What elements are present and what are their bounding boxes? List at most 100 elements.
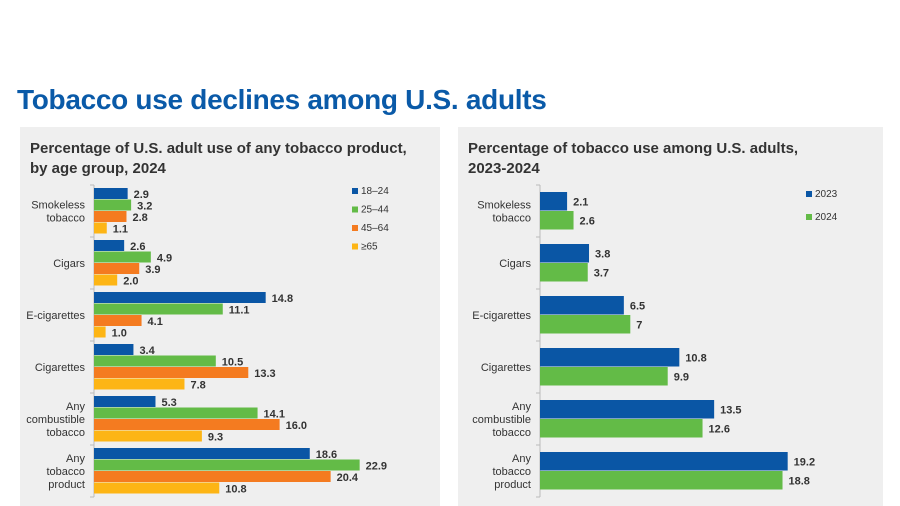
bar-2023 bbox=[540, 348, 680, 367]
bar-18–24 bbox=[94, 240, 125, 251]
data-label: 13.5 bbox=[720, 405, 741, 417]
year-comparison-bar-chart: Smokelesstobacco2.12.6Cigars3.83.7E-ciga… bbox=[472, 184, 838, 498]
bar-18–24 bbox=[94, 396, 156, 407]
bar-2024 bbox=[540, 315, 631, 334]
bar-2023 bbox=[540, 244, 590, 263]
legend-swatch bbox=[352, 206, 358, 213]
bar-2023 bbox=[540, 400, 715, 419]
data-label: 13.3 bbox=[254, 368, 275, 380]
category-label: product bbox=[48, 479, 85, 491]
data-label: 2.8 bbox=[132, 212, 147, 224]
bar-25–44 bbox=[94, 303, 223, 315]
bar-2024 bbox=[540, 471, 783, 490]
legend-swatch bbox=[352, 225, 358, 231]
category-label: tobacco bbox=[492, 466, 531, 478]
legend-label: 45–64 bbox=[361, 223, 389, 234]
data-label: 1.1 bbox=[113, 223, 128, 235]
data-label: 10.8 bbox=[225, 483, 246, 495]
data-label: 20.4 bbox=[337, 472, 359, 484]
category-label: tobacco bbox=[46, 213, 85, 225]
data-label: 12.6 bbox=[709, 424, 730, 436]
data-label: 19.2 bbox=[794, 457, 815, 469]
bar-≥65 bbox=[94, 274, 118, 286]
bar-45–64 bbox=[94, 367, 249, 378]
bar-25–44 bbox=[94, 199, 132, 211]
category-label: tobacco bbox=[46, 466, 85, 478]
category-label: Any bbox=[512, 453, 531, 465]
category-label: Smokeless bbox=[31, 200, 85, 212]
bar-2024 bbox=[540, 419, 703, 438]
category-label: product bbox=[494, 479, 531, 491]
legend-label: 18–24 bbox=[361, 186, 389, 197]
bar-≥65 bbox=[94, 378, 185, 390]
bar-≥65 bbox=[94, 326, 106, 338]
bar-45–64 bbox=[94, 263, 140, 274]
data-label: 2.6 bbox=[580, 216, 595, 228]
data-label: 22.9 bbox=[366, 460, 387, 472]
data-label: 3.8 bbox=[595, 249, 610, 261]
data-label: 18.8 bbox=[789, 476, 810, 488]
data-label: 14.1 bbox=[264, 408, 285, 420]
bar-2023 bbox=[540, 192, 568, 211]
bar-2023 bbox=[540, 296, 624, 315]
year-comparison-chart-panel: Percentage of tobacco use among U.S. adu… bbox=[458, 127, 883, 506]
category-label: tobacco bbox=[46, 427, 85, 439]
bar-≥65 bbox=[94, 430, 202, 442]
data-label: 14.8 bbox=[272, 293, 293, 305]
category-label: Cigarettes bbox=[35, 362, 86, 374]
chart-title-line: by age group, 2024 bbox=[30, 160, 166, 177]
legend-swatch bbox=[806, 214, 812, 220]
data-label: 18.6 bbox=[316, 449, 337, 461]
bar-18–24 bbox=[94, 344, 134, 355]
category-label: combustible bbox=[26, 414, 85, 426]
bar-18–24 bbox=[94, 292, 266, 303]
category-label: Any bbox=[66, 401, 85, 413]
bar-18–24 bbox=[94, 448, 310, 459]
bar-45–64 bbox=[94, 211, 127, 222]
data-label: 5.3 bbox=[161, 397, 176, 409]
data-label: 9.3 bbox=[208, 431, 223, 443]
data-label: 7 bbox=[636, 320, 642, 332]
category-label: Any bbox=[66, 453, 85, 465]
data-label: 2.1 bbox=[573, 197, 588, 209]
data-label: 2.6 bbox=[130, 241, 145, 253]
legend-label: 2023 bbox=[815, 189, 838, 200]
chart-title-line: 2023-2024 bbox=[468, 160, 540, 177]
data-label: 9.9 bbox=[674, 372, 689, 384]
category-label: tobacco bbox=[492, 427, 531, 439]
bar-2024 bbox=[540, 367, 668, 386]
data-label: 4.1 bbox=[148, 316, 163, 328]
category-label: Cigars bbox=[53, 258, 85, 270]
bar-25–44 bbox=[94, 459, 360, 471]
data-label: 10.8 bbox=[685, 353, 706, 365]
data-label: 3.4 bbox=[139, 345, 155, 357]
bar-≥65 bbox=[94, 482, 220, 494]
data-label: 11.1 bbox=[229, 304, 250, 316]
data-label: 2.0 bbox=[123, 275, 138, 287]
data-label: 3.7 bbox=[594, 268, 609, 280]
bar-25–44 bbox=[94, 407, 258, 419]
legend-swatch bbox=[352, 243, 358, 250]
chart-title-line: Percentage of U.S. adult use of any toba… bbox=[30, 140, 407, 157]
category-label: combustible bbox=[472, 414, 531, 426]
category-label: Any bbox=[512, 401, 531, 413]
chart-title-line: Percentage of tobacco use among U.S. adu… bbox=[468, 140, 799, 157]
data-label: 1.0 bbox=[112, 327, 127, 339]
bar-25–44 bbox=[94, 251, 151, 263]
category-label: E-cigarettes bbox=[472, 310, 531, 322]
legend-swatch bbox=[806, 191, 812, 197]
category-label: Cigarettes bbox=[481, 362, 532, 374]
bar-2024 bbox=[540, 263, 588, 282]
bar-45–64 bbox=[94, 471, 331, 482]
category-label: Cigars bbox=[499, 258, 531, 270]
bar-25–44 bbox=[94, 355, 216, 367]
legend-swatch bbox=[352, 188, 358, 194]
age-group-chart-panel: Percentage of U.S. adult use of any toba… bbox=[20, 127, 440, 506]
bar-45–64 bbox=[94, 315, 142, 326]
legend-label: 2024 bbox=[815, 212, 838, 223]
legend-label: 25–44 bbox=[361, 205, 389, 216]
data-label: 16.0 bbox=[286, 420, 307, 432]
data-label: 3.9 bbox=[145, 264, 160, 276]
chart-title: Percentage of tobacco use among U.S. adu… bbox=[468, 139, 798, 179]
page-title: Tobacco use declines among U.S. adults bbox=[17, 84, 547, 115]
